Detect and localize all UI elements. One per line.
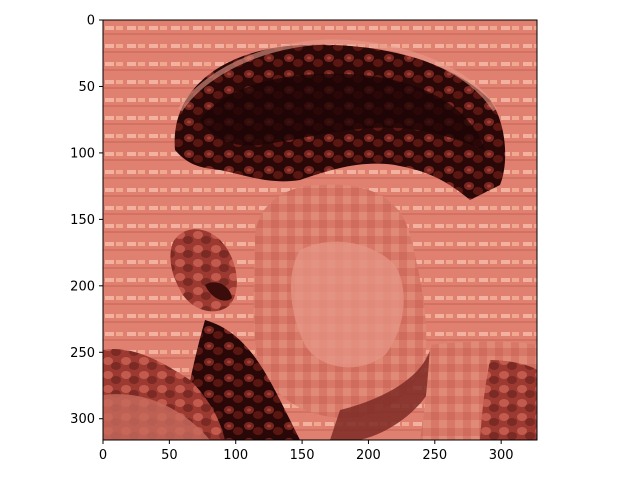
plot-frame	[102, 19, 538, 441]
x-tick-label: 200	[356, 448, 381, 463]
y-tick-label: 50	[78, 80, 95, 95]
x-tick-label: 250	[422, 448, 447, 463]
x-tick-label: 50	[161, 448, 178, 463]
x-tick-label: 150	[290, 448, 315, 463]
image-area	[103, 20, 537, 440]
x-tick-label: 100	[223, 448, 248, 463]
x-tick-label: 0	[99, 448, 107, 463]
y-tick-label: 150	[70, 213, 95, 228]
x-tick-label: 300	[489, 448, 514, 463]
y-tick-label: 0	[87, 14, 95, 29]
y-axis: 0 50 100 150 200 250 300	[70, 14, 103, 427]
y-tick-label: 250	[70, 346, 95, 361]
x-axis: 0 50 100 150 200 250 300	[99, 440, 514, 463]
y-tick-label: 100	[70, 146, 95, 161]
y-tick-label: 200	[70, 279, 95, 294]
y-tick-label: 300	[70, 412, 95, 427]
